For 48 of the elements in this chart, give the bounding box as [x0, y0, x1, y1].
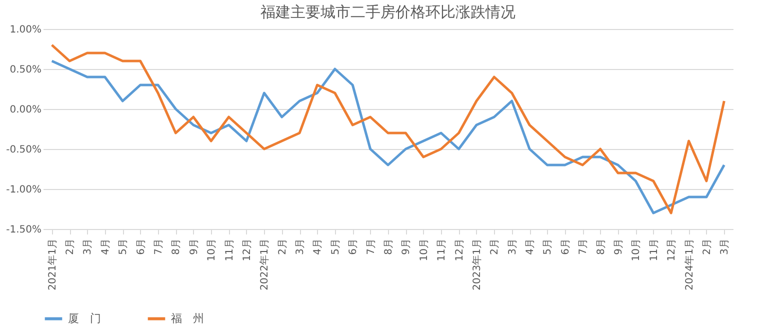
x-tick-label: 4月 [100, 238, 112, 255]
x-tick-label: 6月 [560, 238, 572, 255]
x-tick-label: 4月 [312, 238, 324, 255]
x-tick-label: 6月 [348, 238, 360, 255]
x-tick-label: 10月 [631, 238, 642, 262]
x-tick-label: 4月 [525, 238, 536, 255]
x-tick-label: 11月 [224, 238, 236, 262]
x-tick-label: 12月 [454, 238, 466, 262]
x-tick-label: 9月 [188, 238, 200, 255]
x-tick-label: 2月 [702, 238, 713, 255]
y-tick-label: 0.00% [10, 104, 42, 116]
x-tick-label: 9月 [401, 238, 412, 255]
x-tick-label: 8月 [596, 238, 607, 255]
x-tick-label: 8月 [384, 238, 394, 255]
y-tick-label: -0.50% [6, 144, 42, 156]
x-tick-label: 5月 [330, 238, 342, 255]
x-tick-label: 9月 [614, 238, 624, 255]
x-tick-label: 7月 [154, 238, 164, 255]
x-tick-label: 8月 [171, 238, 182, 255]
x-tick-label: 12月 [242, 238, 253, 262]
x-tick-label: 3月 [295, 238, 306, 255]
x-tick-label: 5月 [118, 238, 130, 255]
x-tick-label: 6月 [136, 238, 147, 255]
x-tick-label: 2022年1月 [258, 238, 271, 290]
x-tick-label: 3月 [720, 238, 731, 255]
x-tick-label: 3月 [507, 238, 518, 255]
y-tick-label: 1.00% [10, 24, 42, 36]
x-tick-label: 2月 [490, 238, 501, 255]
x-tick-label: 2024年1月 [683, 238, 696, 290]
x-tick-label: 10月 [206, 238, 218, 262]
x-tick-label: 2023年1月 [470, 238, 483, 290]
chart-title: 福建主要城市二手房价格环比涨跌情况 [260, 3, 516, 21]
x-tick-label: 3月 [82, 238, 94, 255]
legend-label: 福 州 [171, 312, 204, 325]
x-tick-label: 2月 [65, 238, 76, 255]
x-tick-label: 10月 [418, 238, 430, 262]
x-tick-label: 11月 [648, 238, 660, 262]
legend-label: 厦 门 [68, 312, 101, 325]
y-tick-label: -1.50% [6, 224, 42, 236]
x-tick-label: 11月 [436, 238, 448, 262]
x-tick-label: 7月 [578, 238, 590, 255]
x-tick-label: 5月 [542, 238, 554, 255]
x-tick-label: 2021年1月 [46, 238, 58, 290]
x-tick-label: 12月 [666, 238, 678, 262]
x-tick-label: 7月 [366, 238, 377, 255]
y-tick-label: 0.50% [10, 64, 42, 76]
x-tick-label: 2月 [277, 238, 288, 255]
y-tick-label: -1.00% [6, 184, 42, 196]
